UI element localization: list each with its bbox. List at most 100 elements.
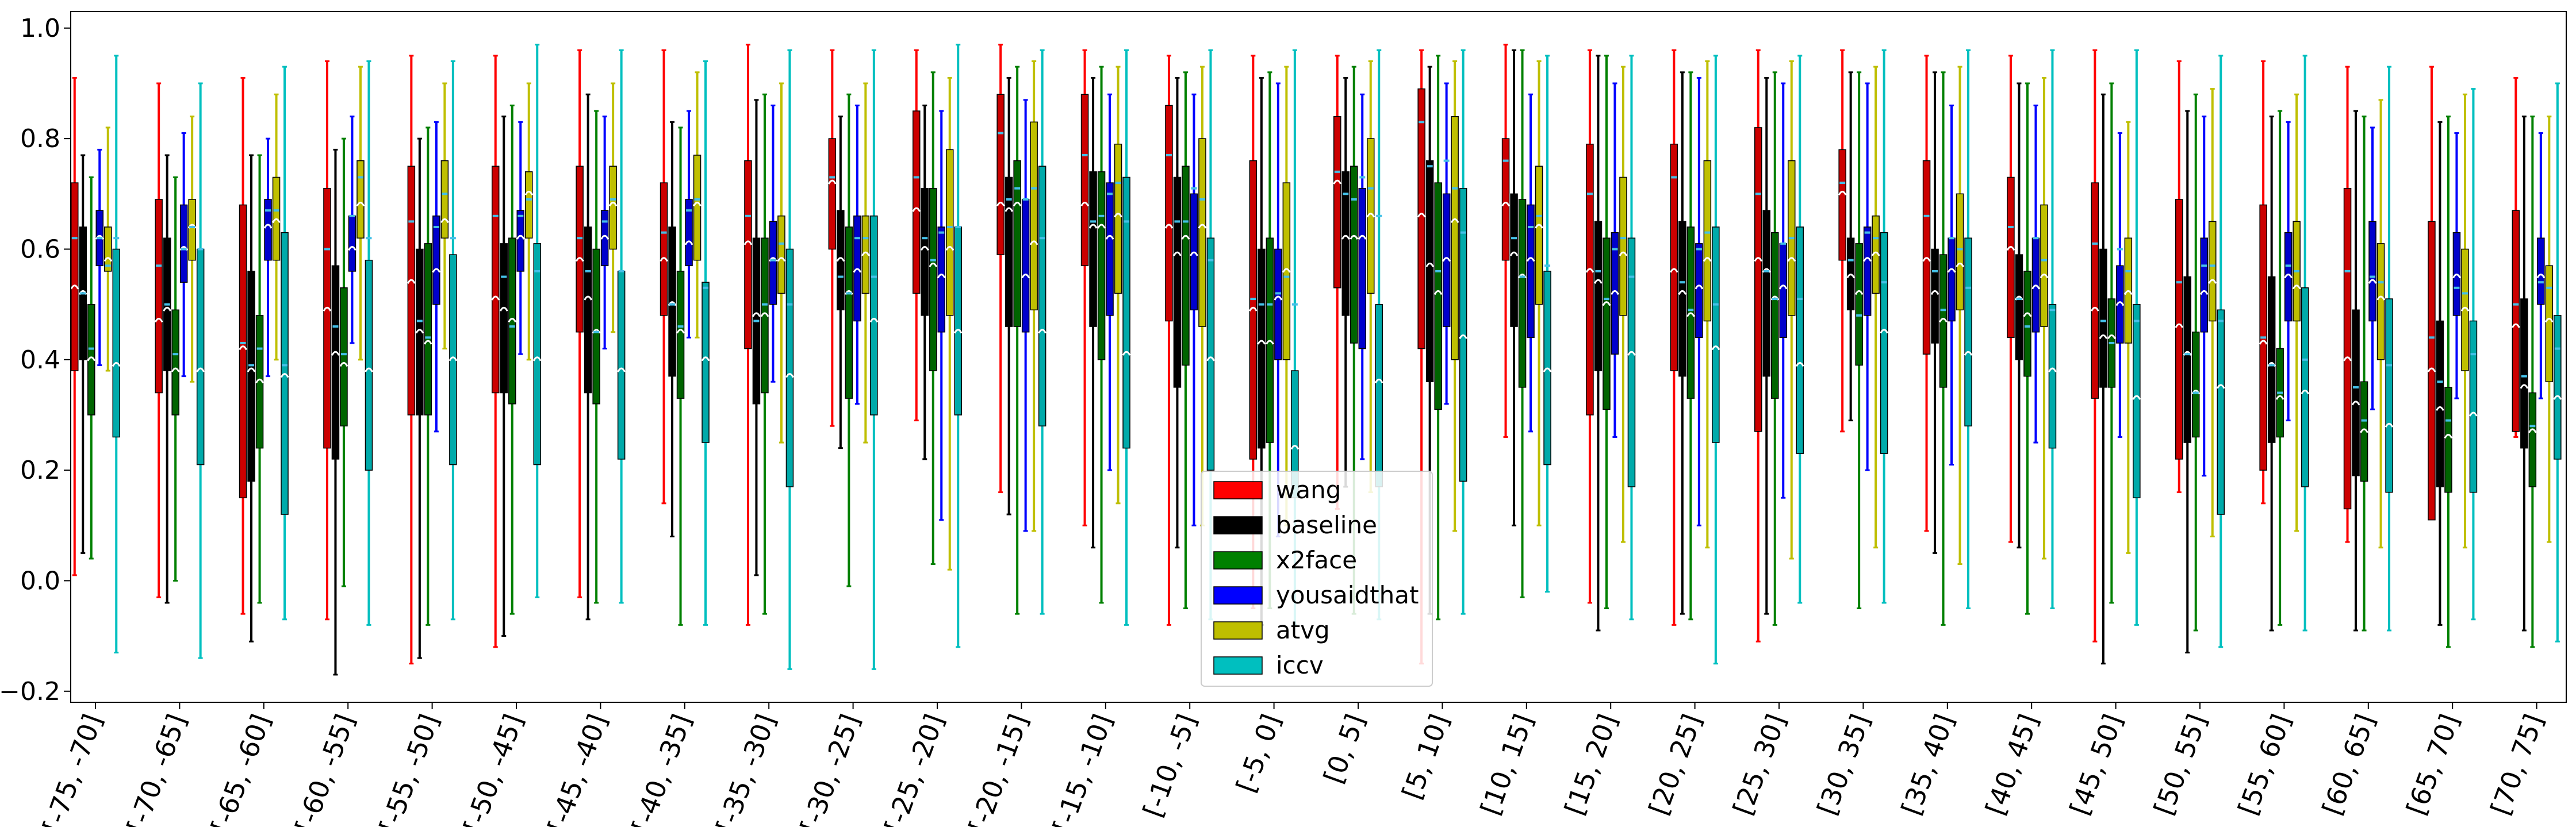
box bbox=[1350, 166, 1358, 344]
box bbox=[2200, 237, 2208, 333]
median-marker bbox=[356, 202, 365, 207]
median-marker bbox=[163, 306, 171, 311]
median-marker bbox=[1417, 213, 1426, 218]
box bbox=[171, 309, 179, 416]
median-marker bbox=[415, 329, 424, 334]
box bbox=[609, 166, 617, 250]
median-marker bbox=[2275, 395, 2284, 400]
box bbox=[104, 226, 112, 272]
legend-swatch-iccv bbox=[1213, 656, 1263, 675]
box bbox=[1434, 182, 1442, 410]
median-marker bbox=[440, 218, 449, 224]
median-marker bbox=[2536, 274, 2546, 279]
median-marker bbox=[929, 262, 938, 268]
median-marker bbox=[196, 367, 205, 372]
box bbox=[500, 243, 508, 394]
legend-swatch-x2face bbox=[1213, 551, 1263, 570]
median-marker bbox=[996, 202, 1005, 207]
median-marker bbox=[263, 224, 273, 229]
median-marker bbox=[785, 373, 794, 378]
box bbox=[1695, 243, 1703, 339]
median-marker bbox=[255, 378, 264, 383]
box bbox=[407, 166, 416, 416]
box bbox=[1375, 303, 1383, 487]
median-marker bbox=[171, 367, 180, 372]
median-marker bbox=[1594, 279, 1603, 284]
median-marker bbox=[2091, 306, 2099, 311]
median-marker bbox=[1964, 351, 1973, 356]
legend-label-baseline: baseline bbox=[1276, 511, 1377, 539]
median-marker bbox=[491, 295, 500, 301]
box bbox=[785, 248, 794, 487]
box bbox=[2545, 265, 2554, 383]
median-marker bbox=[2006, 246, 2015, 251]
median-marker bbox=[912, 207, 921, 212]
median-marker bbox=[2099, 334, 2108, 340]
y-tick-label: 0.2 bbox=[20, 456, 60, 485]
box bbox=[617, 271, 626, 460]
median-marker bbox=[239, 345, 247, 351]
axes-frame bbox=[70, 11, 2567, 703]
box bbox=[196, 248, 205, 466]
median-marker bbox=[2545, 318, 2554, 323]
median-marker bbox=[280, 373, 289, 378]
median-marker bbox=[1678, 290, 1687, 295]
median-marker bbox=[660, 257, 668, 262]
median-marker bbox=[508, 318, 517, 323]
box bbox=[2183, 276, 2191, 443]
box bbox=[2343, 187, 2352, 510]
box bbox=[2385, 298, 2393, 493]
series-baseline bbox=[78, 49, 2529, 676]
box bbox=[1021, 199, 1030, 333]
median-marker bbox=[1863, 257, 1872, 262]
box bbox=[2217, 309, 2225, 515]
legend-label-atvg: atvg bbox=[1276, 616, 1330, 644]
median-marker bbox=[365, 367, 373, 372]
median-marker bbox=[331, 351, 340, 356]
box bbox=[1198, 138, 1206, 327]
box bbox=[533, 243, 541, 466]
box bbox=[2091, 182, 2099, 399]
median-marker bbox=[777, 257, 786, 262]
box bbox=[1333, 116, 1341, 289]
box bbox=[356, 160, 365, 239]
median-marker bbox=[1947, 268, 1956, 273]
box bbox=[1670, 144, 1678, 371]
box bbox=[1619, 176, 1627, 316]
box bbox=[1863, 226, 1872, 316]
box bbox=[1948, 237, 1956, 322]
median-marker bbox=[1543, 367, 1552, 372]
legend-swatch-yousaidthat bbox=[1213, 586, 1263, 605]
box bbox=[1855, 243, 1863, 366]
median-marker bbox=[2385, 422, 2394, 428]
median-marker bbox=[617, 367, 626, 372]
box bbox=[1527, 204, 1535, 339]
box bbox=[1341, 171, 1350, 316]
box bbox=[331, 265, 340, 460]
median-marker bbox=[853, 268, 862, 273]
median-marker bbox=[608, 202, 618, 207]
box bbox=[323, 187, 331, 449]
box bbox=[828, 138, 837, 250]
box bbox=[870, 216, 878, 416]
median-marker bbox=[1274, 295, 1283, 301]
median-marker bbox=[752, 312, 761, 317]
box bbox=[1114, 144, 1122, 294]
median-marker bbox=[103, 257, 113, 262]
median-marker bbox=[2301, 390, 2309, 395]
median-marker bbox=[323, 306, 332, 311]
median-marker bbox=[499, 306, 508, 311]
box bbox=[1258, 248, 1266, 449]
box bbox=[1425, 160, 1434, 383]
box bbox=[1703, 160, 1712, 322]
median-marker bbox=[1122, 351, 1131, 356]
median-marker bbox=[1190, 251, 1198, 256]
median-marker bbox=[920, 246, 929, 251]
box bbox=[525, 171, 533, 239]
median-marker bbox=[2208, 279, 2217, 284]
median-marker bbox=[1198, 224, 1207, 229]
median-marker bbox=[1021, 274, 1030, 279]
median-marker bbox=[2360, 428, 2368, 433]
median-marker bbox=[1088, 224, 1098, 229]
box bbox=[1451, 116, 1459, 360]
